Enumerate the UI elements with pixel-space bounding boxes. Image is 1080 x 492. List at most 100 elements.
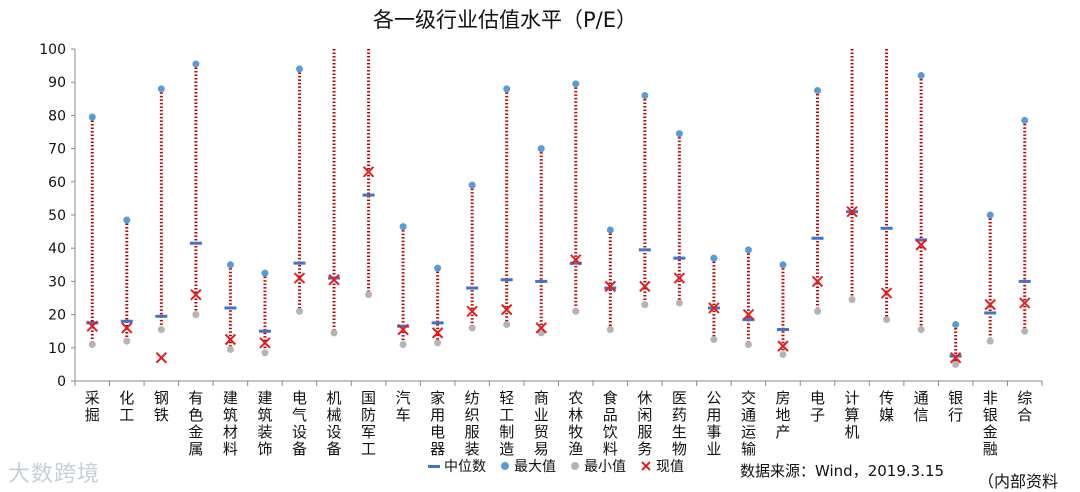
y-tick-label: 10 xyxy=(48,341,66,357)
x-tick-label-char: 休 xyxy=(637,389,652,407)
current-mark xyxy=(708,302,720,314)
median-mark xyxy=(984,311,997,315)
max-point xyxy=(606,226,614,234)
x-tick-label-char: 建 xyxy=(223,389,238,407)
y-tick-label: 20 xyxy=(48,308,66,324)
min-point xyxy=(606,326,614,334)
x-tick-label-char: 商 xyxy=(534,389,549,407)
x-tick-label-char: 物 xyxy=(672,440,687,458)
x-tick-label-char: 械 xyxy=(327,406,342,424)
x-tick-label-char: 电 xyxy=(810,389,825,407)
min-point xyxy=(295,307,303,315)
x-tick-label-char: 军 xyxy=(361,423,376,441)
y-tick-label: 80 xyxy=(48,108,66,124)
x-tick-label-char: 色 xyxy=(188,406,203,424)
x-tick-label-char: 设 xyxy=(292,423,307,441)
max-point xyxy=(399,223,407,231)
x-tick-label-char: 金 xyxy=(188,423,203,441)
max-point xyxy=(157,85,165,93)
median-mark xyxy=(880,226,893,230)
x-tick-label-char: 轻 xyxy=(499,389,514,407)
x-tick-label-char: 医 xyxy=(672,389,687,407)
y-tick-label: 100 xyxy=(39,42,66,58)
legend-current-label: 现值 xyxy=(656,459,684,475)
legend: 中位数 最大值 最小值 现值 xyxy=(428,456,684,476)
y-tick-label: 40 xyxy=(48,241,66,257)
current-mark xyxy=(742,308,755,321)
x-tick-label-char: 机 xyxy=(845,423,860,441)
x-tick-label-char: 装 xyxy=(257,423,272,441)
median-mark xyxy=(86,321,99,325)
median-mark xyxy=(638,248,651,252)
min-point xyxy=(503,321,511,329)
min-point xyxy=(952,360,960,368)
median-mark xyxy=(189,241,202,245)
current-mark xyxy=(362,166,375,178)
x-tick-label-char: 备 xyxy=(292,440,307,458)
max-point xyxy=(88,113,96,121)
median-mark xyxy=(811,236,824,240)
min-point xyxy=(261,349,269,357)
current-mark xyxy=(846,205,858,218)
median-mark xyxy=(431,321,444,325)
x-tick-label-char: 织 xyxy=(465,406,480,424)
x-tick-label-char: 料 xyxy=(603,440,618,458)
min-point xyxy=(123,337,131,345)
current-mark xyxy=(293,272,306,284)
median-mark xyxy=(915,238,928,242)
current-mark xyxy=(259,337,271,349)
legend-current: 现值 xyxy=(640,456,684,476)
x-tick-label-char: 闲 xyxy=(637,406,652,424)
x-tick-label-char: 化 xyxy=(119,389,134,407)
x-tick-label-char: 铁 xyxy=(154,406,169,424)
x-tick-label-char: 饮 xyxy=(603,423,618,441)
max-point xyxy=(123,216,131,224)
legend-median-label: 中位数 xyxy=(444,459,486,475)
current-mark xyxy=(915,239,927,251)
x-tick-label-char: 生 xyxy=(672,423,687,441)
median-mark xyxy=(949,354,962,358)
x-tick-label-char: 服 xyxy=(637,423,652,441)
y-tick-label: 90 xyxy=(48,75,66,91)
x-tick-label-char: 算 xyxy=(845,406,860,424)
min-point xyxy=(814,307,822,315)
x-tick-label-char: 易 xyxy=(534,440,549,458)
legend-min: 最小值 xyxy=(570,456,626,476)
x-tick-label-char: 务 xyxy=(637,440,652,458)
x-tick-label-char: 交 xyxy=(741,389,756,407)
max-point xyxy=(744,246,752,254)
x-tick-label-char: 国 xyxy=(361,389,376,407)
max-point xyxy=(468,181,476,189)
x-tick-label-char: 工 xyxy=(361,440,376,458)
x-tick-label-char: 金 xyxy=(983,423,998,441)
min-point xyxy=(192,311,200,319)
x-tick-label-char: 农 xyxy=(568,389,583,407)
current-mark xyxy=(500,303,513,316)
current-mark xyxy=(328,274,340,286)
x-tick-label-char: 电 xyxy=(430,423,445,441)
legend-min-label: 最小值 xyxy=(584,459,626,475)
x-tick-label-char: 合 xyxy=(1017,406,1032,424)
x-tick-label-char: 药 xyxy=(672,406,687,424)
current-mark xyxy=(673,272,686,284)
x-tick-label-char: 装 xyxy=(465,440,480,458)
y-tick-label: 0 xyxy=(57,374,66,390)
current-mark xyxy=(431,327,444,339)
max-point xyxy=(779,261,787,269)
max-point xyxy=(814,87,822,94)
x-tick-label-char: 工 xyxy=(499,406,514,424)
x-tick-label-char: 业 xyxy=(706,440,721,458)
x-tick-label-char: 地 xyxy=(775,406,790,424)
x-tick-label-char: 产 xyxy=(775,423,790,441)
median-mark xyxy=(466,286,479,290)
max-point xyxy=(917,72,925,80)
x-tick-label-char: 信 xyxy=(914,406,929,424)
median-mark xyxy=(120,319,133,323)
median-mark xyxy=(1018,279,1031,283)
median-mark xyxy=(569,261,582,265)
x-tick-label-char: 业 xyxy=(534,406,549,424)
x-tick-label-char: 备 xyxy=(327,440,342,458)
median-mark xyxy=(397,324,410,328)
max-point xyxy=(192,60,200,68)
x-tick-label-char: 事 xyxy=(706,423,721,441)
